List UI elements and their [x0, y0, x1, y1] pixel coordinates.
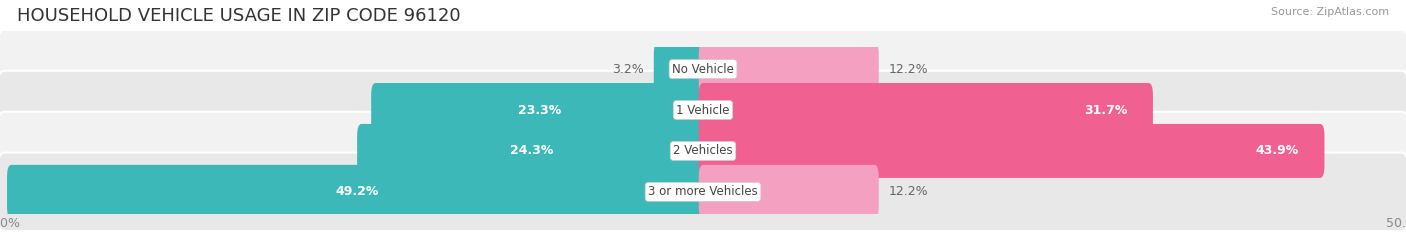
Text: 12.2%: 12.2%	[889, 63, 928, 75]
FancyBboxPatch shape	[654, 42, 707, 96]
Text: No Vehicle: No Vehicle	[672, 63, 734, 75]
Text: 43.9%: 43.9%	[1256, 144, 1299, 158]
Text: 1 Vehicle: 1 Vehicle	[676, 103, 730, 116]
FancyBboxPatch shape	[699, 83, 1153, 137]
FancyBboxPatch shape	[699, 165, 879, 219]
Text: 12.2%: 12.2%	[889, 185, 928, 198]
FancyBboxPatch shape	[357, 124, 707, 178]
FancyBboxPatch shape	[0, 30, 1406, 108]
Text: 2 Vehicles: 2 Vehicles	[673, 144, 733, 158]
FancyBboxPatch shape	[0, 112, 1406, 190]
Text: 3.2%: 3.2%	[612, 63, 644, 75]
Text: 3 or more Vehicles: 3 or more Vehicles	[648, 185, 758, 198]
FancyBboxPatch shape	[699, 42, 879, 96]
Text: HOUSEHOLD VEHICLE USAGE IN ZIP CODE 96120: HOUSEHOLD VEHICLE USAGE IN ZIP CODE 9612…	[17, 7, 461, 25]
FancyBboxPatch shape	[0, 153, 1406, 231]
Text: 23.3%: 23.3%	[517, 103, 561, 116]
Text: 49.2%: 49.2%	[336, 185, 378, 198]
Text: 31.7%: 31.7%	[1084, 103, 1128, 116]
FancyBboxPatch shape	[699, 124, 1324, 178]
FancyBboxPatch shape	[371, 83, 707, 137]
Text: Source: ZipAtlas.com: Source: ZipAtlas.com	[1271, 7, 1389, 17]
FancyBboxPatch shape	[0, 71, 1406, 149]
FancyBboxPatch shape	[7, 165, 707, 219]
Text: 24.3%: 24.3%	[510, 144, 554, 158]
